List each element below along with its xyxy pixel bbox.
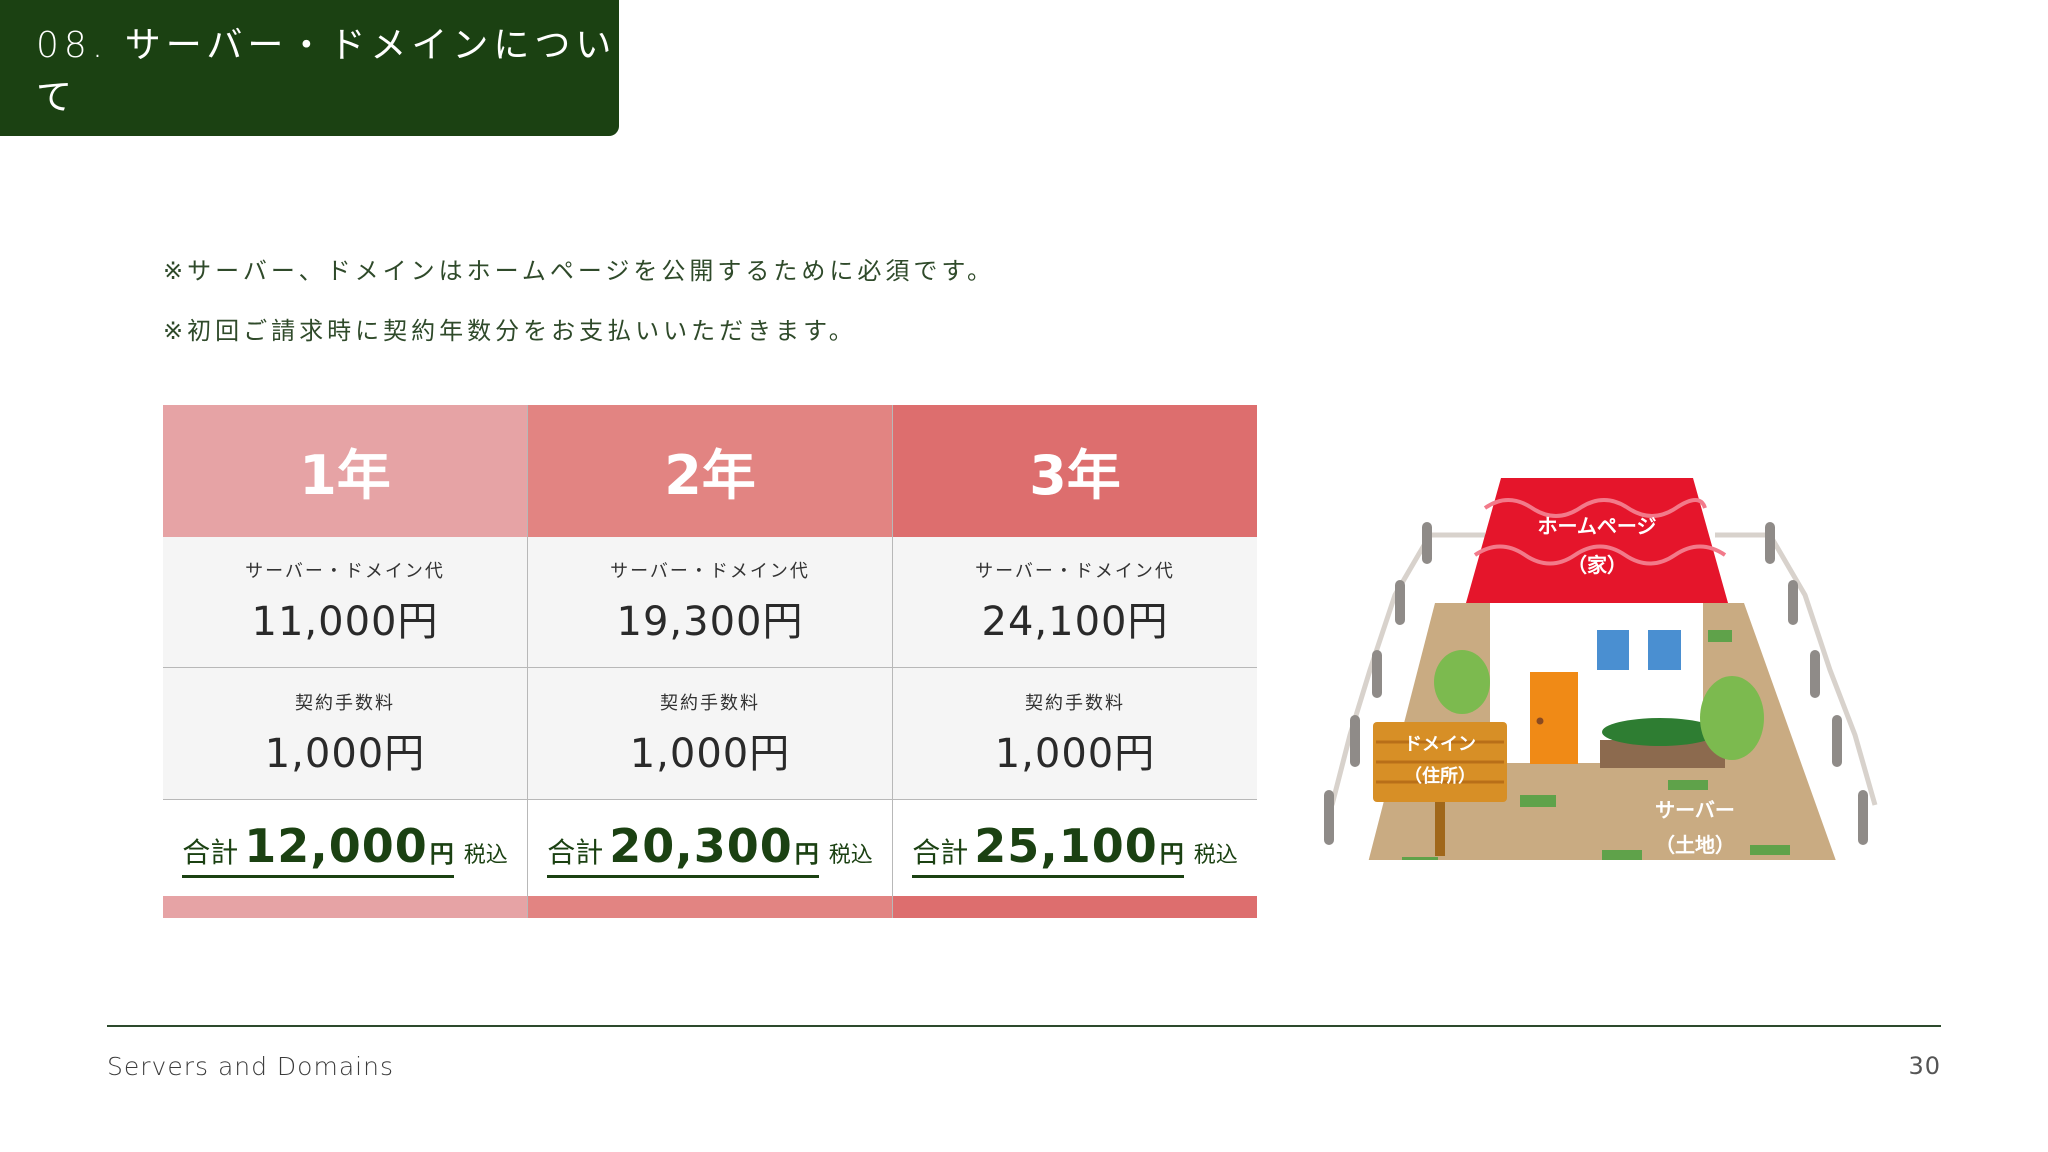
total-cell: 合計 12,000 円 税込 — [163, 800, 527, 897]
plan-header: 2年 — [528, 405, 892, 537]
total-label: 合計 — [182, 835, 239, 869]
tax-label: 税込 — [828, 842, 873, 868]
tax-label: 税込 — [1193, 842, 1238, 868]
fee-price: 1,000円 — [264, 730, 426, 777]
total-unit: 円 — [429, 839, 454, 868]
svg-text:サーバー: サーバー — [1655, 798, 1735, 822]
section-title-bar: 08. サーバー・ドメインについて — [0, 0, 619, 136]
svg-text:（住所）: （住所） — [1404, 765, 1476, 787]
server-domain-cell: サーバー・ドメイン代 11,000円 — [163, 536, 527, 669]
page-number: 30 — [1908, 1052, 1941, 1080]
total-value: 25,100 — [974, 818, 1158, 873]
tax-label: 税込 — [463, 842, 508, 868]
fence-icon — [1329, 532, 1878, 806]
server-domain-price: 11,000円 — [251, 599, 439, 646]
plan-column-3year: 3年 サーバー・ドメイン代 24,100円 契約手数料 1,000円 合計 25… — [893, 405, 1257, 918]
server-domain-label: サーバー・ドメイン代 — [975, 561, 1175, 583]
server-domain-price: 19,300円 — [616, 599, 804, 646]
svg-text:（土地）: （土地） — [1655, 833, 1735, 857]
fee-cell: 契約手数料 1,000円 — [163, 668, 527, 801]
server-domain-label: サーバー・ドメイン代 — [610, 561, 810, 583]
pricing-table: 1年 サーバー・ドメイン代 11,000円 契約手数料 1,000円 合計 12… — [163, 405, 1257, 918]
server-domain-cell: サーバー・ドメイン代 24,100円 — [893, 536, 1257, 669]
note-required: ※サーバー、ドメインはホームページを公開するために必須です。 — [163, 257, 996, 285]
plan-header: 1年 — [163, 405, 527, 537]
house-land-illustration: ホームページ （家） ドメイン （住所） サーバー （土地） — [1324, 478, 1878, 860]
fee-cell: 契約手数料 1,000円 — [893, 668, 1257, 801]
total-unit: 円 — [1159, 839, 1184, 868]
door-icon — [1530, 672, 1578, 764]
server-domain-price: 24,100円 — [981, 599, 1169, 646]
fee-price: 1,000円 — [629, 730, 791, 777]
total-unit: 円 — [794, 839, 819, 868]
plan-header: 3年 — [893, 405, 1257, 537]
notes: ※サーバー、ドメインはホームページを公開するために必須です。 ※初回ご請求時に契… — [163, 256, 995, 376]
svg-text:（家）: （家） — [1567, 553, 1627, 577]
total-cell: 合計 20,300 円 税込 — [528, 800, 892, 897]
plan-column-2year: 2年 サーバー・ドメイン代 19,300円 契約手数料 1,000円 合計 20… — [528, 405, 893, 918]
svg-text:ホームページ: ホームページ — [1538, 514, 1657, 538]
sign-post-icon — [1435, 798, 1445, 856]
total-cell: 合計 25,100 円 税込 — [893, 800, 1257, 897]
color-bar — [528, 896, 892, 918]
plan-column-1year: 1年 サーバー・ドメイン代 11,000円 契約手数料 1,000円 合計 12… — [163, 405, 528, 918]
color-bar — [893, 896, 1257, 918]
note-payment: ※初回ご請求時に契約年数分をお支払いいただきます。 — [163, 317, 857, 345]
total-label: 合計 — [912, 835, 969, 869]
footer-section-name: Servers and Domains — [107, 1052, 394, 1081]
total-label: 合計 — [547, 835, 604, 869]
fee-cell: 契約手数料 1,000円 — [528, 668, 892, 801]
server-domain-cell: サーバー・ドメイン代 19,300円 — [528, 536, 892, 669]
roof-icon — [1466, 478, 1728, 603]
fee-price: 1,000円 — [994, 730, 1156, 777]
page-title: 08. サーバー・ドメインについて — [36, 25, 617, 118]
fee-label: 契約手数料 — [660, 692, 760, 714]
color-bar — [163, 896, 527, 918]
svg-text:ドメイン: ドメイン — [1404, 734, 1476, 755]
fee-label: 契約手数料 — [295, 692, 395, 714]
total-value: 12,000 — [244, 818, 428, 873]
fee-label: 契約手数料 — [1025, 692, 1125, 714]
total-value: 20,300 — [609, 818, 793, 873]
server-domain-label: サーバー・ドメイン代 — [245, 561, 445, 583]
footer-divider — [107, 1025, 1941, 1027]
